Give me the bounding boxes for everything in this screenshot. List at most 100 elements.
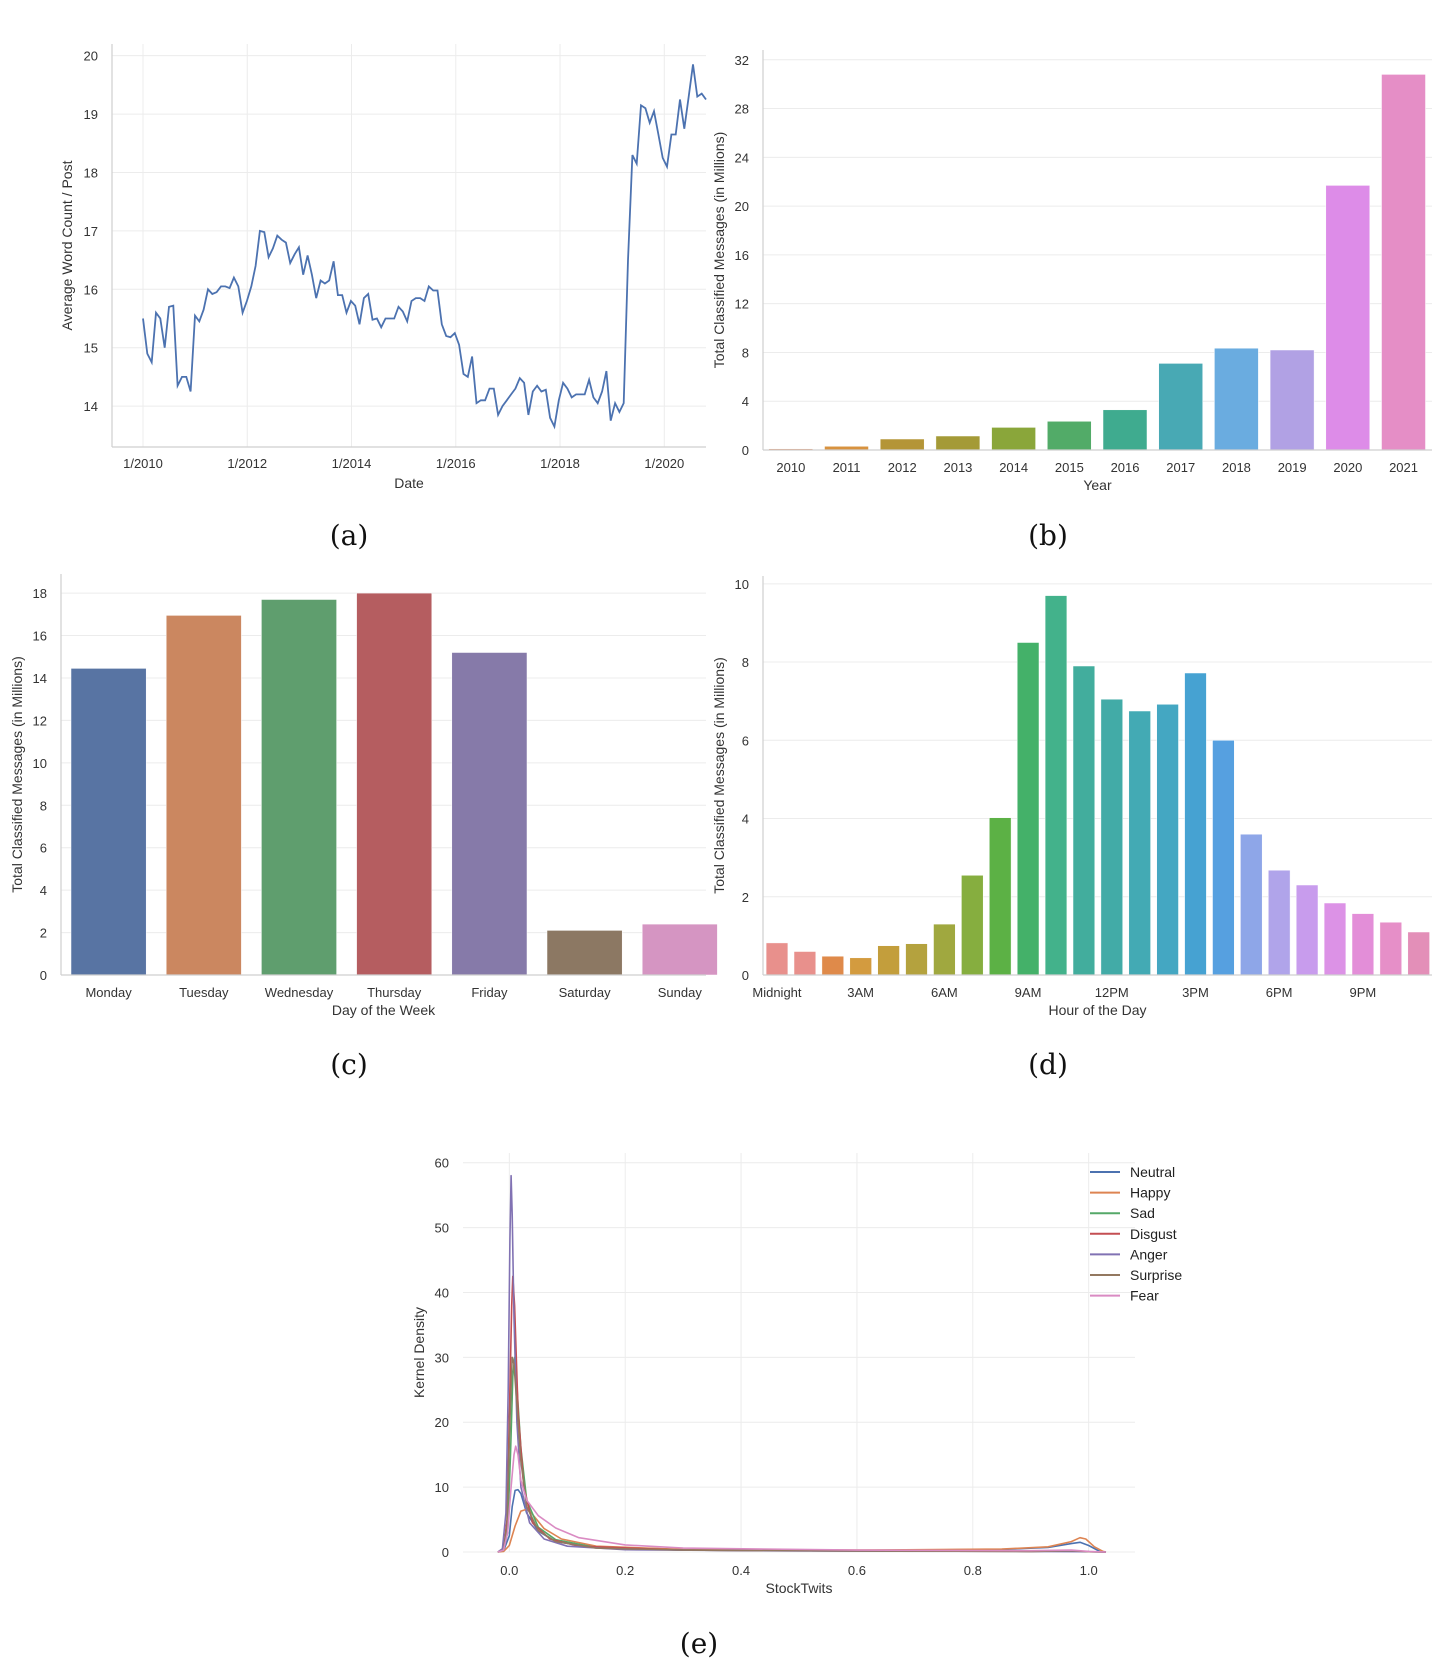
- d-xtick-label: 6PM: [1266, 985, 1293, 1000]
- chart-b-messages-per-year-bar: 0 4 8 12 16 20 24 28 32 2010 2011 2012 2013 2014 2015 2…: [711, 50, 1432, 493]
- d-ytick-label: 0: [742, 968, 749, 983]
- d-ytick-label: 2: [742, 890, 749, 905]
- d-xtick-label: 12PM: [1095, 985, 1129, 1000]
- c-ytick-label: 2: [40, 926, 47, 941]
- b-xtick-label: 2015: [1055, 460, 1084, 475]
- b-xtick-label: 2019: [1278, 460, 1307, 475]
- e-series-anger: [497, 1174, 1107, 1553]
- b-xtick-label: 2018: [1222, 460, 1251, 475]
- d-bar-8: [989, 817, 1012, 976]
- b-x-axis-label: Year: [1083, 477, 1112, 493]
- d-xtick-label: Midnight: [752, 985, 802, 1000]
- c-ytick-label: 4: [40, 883, 47, 898]
- d-ytick-label: 8: [742, 655, 749, 670]
- c-ytick-label: 12: [33, 713, 47, 728]
- d-bar-7: [961, 875, 984, 976]
- e-ytick-label: 0: [442, 1545, 449, 1560]
- chart-d-messages-per-hour-bar: 0 2 4 6 8 10 Midnight 3AM 6AM 9AM 12PM 3PM 6PM 9PM Hou…: [711, 576, 1432, 1018]
- e-xtick-label: 0.6: [848, 1563, 866, 1578]
- d-bar-1: [793, 951, 817, 976]
- caption-c: (c): [330, 1048, 368, 1081]
- a-ytick-label: 15: [84, 341, 98, 356]
- a-x-axis-label: Date: [394, 475, 424, 491]
- c-ytick-label: 6: [40, 841, 47, 856]
- b-xtick-label: 2016: [1111, 460, 1140, 475]
- e-series-surprise: [497, 1356, 1107, 1553]
- e-series-neutral: [497, 1488, 1107, 1553]
- a-ytick-label: 16: [84, 282, 98, 297]
- a-ytick-label: 19: [84, 107, 98, 122]
- b-ytick-label: 20: [735, 199, 749, 214]
- a-xtick-label: 1/2014: [332, 456, 372, 471]
- d-y-axis-label: Total Classified Messages (in Millions): [711, 657, 727, 894]
- b-bar-2020: [1325, 185, 1371, 451]
- e-legend-label-happy: Happy: [1130, 1185, 1170, 1201]
- d-bar-21: [1351, 913, 1375, 976]
- e-ytick-label: 50: [435, 1221, 449, 1236]
- a-ytick-label: 18: [84, 165, 98, 180]
- d-bar-11: [1072, 665, 1096, 976]
- d-bar-12: [1100, 698, 1123, 976]
- d-bar-5: [905, 943, 928, 976]
- a-ytick-label: 17: [84, 224, 98, 239]
- c-ytick-label: 10: [33, 756, 47, 771]
- d-ytick-label: 4: [742, 812, 749, 827]
- caption-b: (b): [1028, 519, 1068, 552]
- e-ytick-label: 60: [435, 1156, 449, 1171]
- b-bar-2012: [879, 438, 925, 451]
- b-bar-2021: [1381, 74, 1426, 451]
- d-xtick-label: 3PM: [1182, 985, 1209, 1000]
- d-bar-0: [765, 942, 789, 976]
- e-legend-label-fear: Fear: [1130, 1288, 1159, 1304]
- d-bar-14: [1156, 704, 1179, 976]
- c-bar-sunday: [641, 923, 718, 976]
- d-x-axis-label: Hour of the Day: [1048, 1002, 1146, 1018]
- e-ytick-label: 20: [435, 1415, 449, 1430]
- d-bar-10: [1044, 595, 1068, 976]
- b-xtick-label: 2014: [999, 460, 1028, 475]
- c-xtick-label: Sunday: [658, 985, 703, 1000]
- c-bar-saturday: [546, 930, 623, 976]
- e-series-sad: [497, 1356, 1107, 1553]
- b-xtick-label: 2020: [1333, 460, 1362, 475]
- b-bar-2015: [1047, 421, 1092, 451]
- c-bar-friday: [451, 652, 528, 976]
- c-ytick-label: 0: [40, 968, 47, 983]
- d-bar-6: [933, 923, 956, 976]
- a-series-line: [142, 64, 707, 430]
- caption-a: (a): [330, 519, 369, 552]
- c-bar-tuesday: [165, 615, 242, 976]
- e-xtick-label: 1.0: [1080, 1563, 1098, 1578]
- b-bar-2016: [1102, 409, 1148, 451]
- c-ytick-label: 18: [33, 586, 47, 601]
- e-ytick-label: 40: [435, 1285, 449, 1300]
- c-ytick-label: 14: [33, 671, 47, 686]
- d-ytick-label: 6: [742, 733, 749, 748]
- a-xtick-label: 1/2010: [123, 456, 163, 471]
- d-bar-22: [1379, 921, 1402, 976]
- d-bar-2: [821, 955, 844, 976]
- e-xtick-label: 0.0: [500, 1563, 518, 1578]
- e-xtick-label: 0.4: [732, 1563, 750, 1578]
- a-xtick-label: 1/2020: [644, 456, 684, 471]
- e-ytick-label: 10: [435, 1480, 449, 1495]
- chart-c-messages-per-weekday-bar: 0 2 4 6 8 10 12 14 16 18 Monday Tuesday Wednesday Thu…: [9, 574, 718, 1018]
- d-bar-9: [1016, 642, 1040, 976]
- d-bar-17: [1240, 833, 1263, 976]
- e-series-fear: [497, 1445, 1107, 1553]
- e-legend-label-sad: Sad: [1130, 1205, 1155, 1221]
- chart-a-word-count-line: 14 15 16 17 18 19 20 1/2010 1/2012 1/2014 1/2016 1/…: [59, 44, 707, 491]
- c-xtick-label: Saturday: [559, 985, 612, 1000]
- c-xtick-label: Tuesday: [179, 985, 229, 1000]
- b-ytick-label: 24: [735, 150, 749, 165]
- b-ytick-label: 12: [735, 297, 749, 312]
- e-legend-label-neutral: Neutral: [1130, 1164, 1175, 1180]
- c-ytick-label: 8: [40, 798, 47, 813]
- b-xtick-label: 2012: [888, 460, 917, 475]
- c-x-axis-label: Day of the Week: [332, 1002, 436, 1018]
- b-bar-2014: [991, 427, 1036, 451]
- c-bar-thursday: [356, 592, 433, 976]
- d-bar-3: [849, 957, 872, 976]
- a-ytick-label: 14: [84, 399, 98, 414]
